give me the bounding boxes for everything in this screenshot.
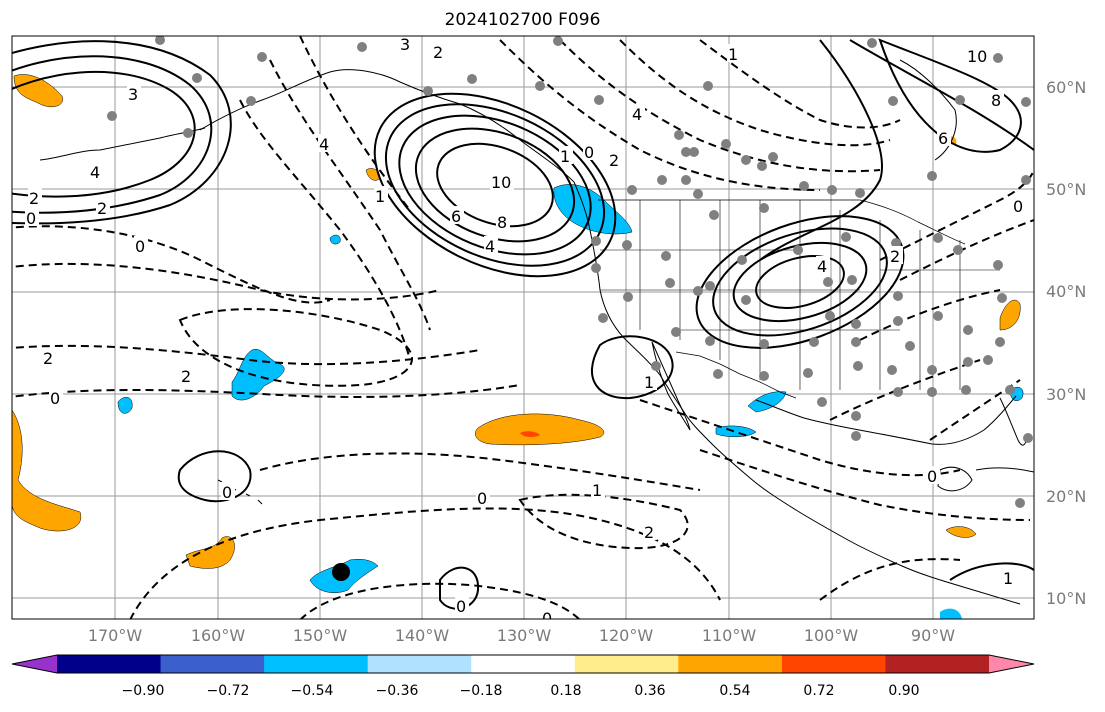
contour-label: 3 bbox=[128, 85, 138, 104]
contour-label: 1 bbox=[592, 481, 602, 500]
contour-label: 0 bbox=[135, 237, 145, 256]
lat-label-20n: 20°N bbox=[1046, 487, 1087, 506]
lat-label-30n: 30°N bbox=[1046, 385, 1087, 404]
map-background bbox=[12, 36, 1034, 619]
lon-label-140w: 140°W bbox=[394, 626, 450, 645]
colorbar-segment bbox=[574, 655, 679, 673]
colorbar-tick-label: −0.54 bbox=[290, 683, 334, 699]
shaded-regions bbox=[12, 74, 1024, 619]
lat-label-40n: 40°N bbox=[1046, 282, 1087, 301]
contour-label: 0 bbox=[50, 389, 60, 408]
lon-label-90w: 90°W bbox=[910, 626, 956, 645]
contour-label: 4 bbox=[90, 163, 100, 182]
contour-label: 0 bbox=[927, 467, 937, 486]
station-dots bbox=[107, 36, 1033, 508]
solid-contours bbox=[12, 38, 1034, 610]
contour-label: 2 bbox=[433, 43, 443, 62]
contour-label: 4 bbox=[319, 135, 329, 154]
figure-title: 2024102700 F096 bbox=[444, 10, 601, 30]
contour-label: 1 bbox=[644, 373, 654, 392]
colorbar-segment bbox=[471, 655, 576, 673]
lon-label-150w: 150°W bbox=[292, 626, 348, 645]
contour-label: 2 bbox=[644, 523, 654, 542]
contour-label: 8 bbox=[991, 91, 1001, 110]
contour-label: 4 bbox=[632, 105, 642, 124]
colorbar-tick-label: 0.18 bbox=[550, 683, 582, 699]
contour-label: 10 bbox=[491, 173, 511, 192]
colorbar-segment bbox=[678, 655, 783, 673]
contour-label: 0 bbox=[1013, 197, 1023, 216]
contour-label: 3 bbox=[400, 35, 410, 54]
contour-label: 6 bbox=[451, 207, 461, 226]
contour-label: 4 bbox=[485, 237, 495, 256]
lon-label-110w: 110°W bbox=[701, 626, 757, 645]
lon-label-170w: 170°W bbox=[87, 626, 143, 645]
lon-label-120w: 120°W bbox=[598, 626, 654, 645]
colorbar-tick-label: −0.72 bbox=[206, 683, 250, 699]
colorbar-segment bbox=[264, 655, 369, 673]
map-border bbox=[11, 35, 1035, 620]
contour-label: 2 bbox=[97, 199, 107, 218]
contour-label: 2 bbox=[181, 367, 191, 386]
contour-label: 2 bbox=[609, 151, 619, 170]
colorbar bbox=[11, 654, 1035, 674]
colorbar-extend-low bbox=[12, 655, 57, 673]
lat-label-50n: 50°N bbox=[1046, 180, 1087, 199]
colorbar-tick-label: 0.90 bbox=[888, 683, 920, 699]
contour-label: 0 bbox=[477, 489, 487, 508]
colorbar-tick-label: −0.90 bbox=[121, 683, 165, 699]
contour-label: 0 bbox=[542, 609, 552, 628]
lat-label-60n: 60°N bbox=[1046, 78, 1087, 97]
contour-label: 1 bbox=[728, 45, 738, 64]
lon-label-130w: 130°W bbox=[496, 626, 552, 645]
contour-label: 4 bbox=[817, 257, 827, 276]
graticule bbox=[12, 36, 1034, 619]
contour-label: 0 bbox=[222, 483, 232, 502]
contour-label: 8 bbox=[497, 213, 507, 232]
colorbar-segments bbox=[57, 655, 990, 673]
colorbar-segment bbox=[781, 655, 886, 673]
colorbar-tick-label: 0.36 bbox=[634, 683, 666, 699]
contour-label: 0 bbox=[584, 143, 594, 162]
lat-label-10n: 10°N bbox=[1046, 589, 1087, 608]
contour-label: 2 bbox=[43, 349, 53, 368]
contour-label: 10 bbox=[967, 47, 987, 66]
colorbar-segment bbox=[367, 655, 472, 673]
contour-label: 0 bbox=[456, 597, 466, 616]
lon-label-160w: 160°W bbox=[190, 626, 246, 645]
contour-label-layer: 3 2 4 2 0 0 2 0 3 2 4 6 8 10 4 6 8 10 2 … bbox=[25, 35, 1026, 628]
colorbar-segment bbox=[57, 655, 162, 673]
colorbar-segment bbox=[160, 655, 265, 673]
lon-label-100w: 100°W bbox=[803, 626, 859, 645]
contour-label: 6 bbox=[938, 129, 948, 148]
contour-label: 1 bbox=[1003, 569, 1013, 588]
colorbar-extend-high bbox=[989, 655, 1034, 673]
colorbar-tick-label: −0.36 bbox=[375, 683, 419, 699]
colorbar-segment bbox=[885, 655, 990, 673]
contour-label: 1 bbox=[560, 147, 570, 166]
colorbar-tick-label: 0.72 bbox=[803, 683, 835, 699]
colorbar-tick-label: 0.54 bbox=[719, 683, 751, 699]
marker-dot bbox=[332, 563, 350, 581]
contour-label: 0 bbox=[26, 209, 36, 228]
contour-label: 2 bbox=[29, 189, 39, 208]
colorbar-tick-label: −0.18 bbox=[459, 683, 503, 699]
contour-label: 2 bbox=[890, 247, 900, 266]
contour-label: 1 bbox=[375, 187, 385, 206]
dashed-contours bbox=[12, 36, 1034, 619]
